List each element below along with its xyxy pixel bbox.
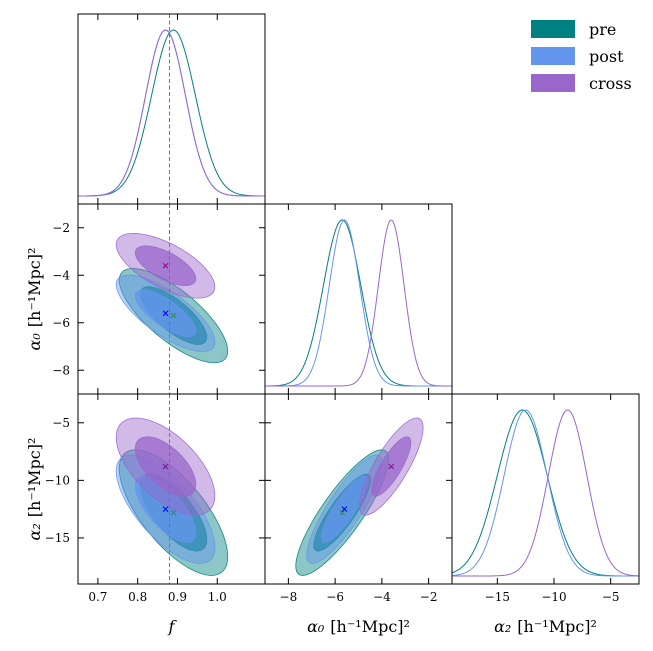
legend-swatch-pre [531, 20, 575, 38]
mean-marker-pre [339, 509, 345, 516]
x-tick-label: −8 [280, 590, 298, 604]
y-tick-label: −10 [45, 473, 70, 487]
marginal-curve-cross [265, 219, 452, 387]
panels-layer: −15 −10 −5 −8 −6 −4 −2 0.7 0.8 0.9 1.0 −15 −10 −5 −8 −6… [25, 13, 640, 636]
legend: pre post cross [531, 20, 632, 93]
panel-frame [264, 203, 453, 395]
marginal-curve-cross [452, 409, 639, 577]
y-tick-label: −5 [52, 416, 70, 430]
mean-marker-cross [388, 463, 395, 470]
marginal-a2 [452, 409, 639, 577]
mean-marker-pre [170, 509, 177, 516]
x-tick-label: −2 [420, 590, 438, 604]
y-tick-label: −15 [45, 531, 70, 545]
marginal-a0 [265, 219, 452, 387]
x-tick-label: 0.9 [168, 590, 187, 604]
marginal-curve-cross [78, 29, 265, 197]
x-tick-label: −15 [485, 590, 510, 604]
marginal-curve-post [452, 409, 639, 577]
contour-a2-vs-a0 [295, 417, 424, 576]
x-tick-label: −6 [326, 590, 344, 604]
mean-marker-cross [162, 463, 169, 470]
x-axis-label-f: f [168, 617, 178, 636]
legend-label-cross: cross [589, 74, 632, 93]
x-axis-label-a2: α₂ [h⁻¹Mpc]² [494, 617, 597, 636]
x-tick-label: 1.0 [208, 590, 227, 604]
x-tick-label: 0.7 [88, 590, 107, 604]
x-tick-label: −10 [541, 590, 566, 604]
legend-swatch-post [531, 47, 575, 65]
marginal-curve-pre [265, 219, 452, 387]
mean-marker-cross [162, 262, 169, 269]
marginal-curve-post [265, 219, 452, 387]
marginal-curve-pre [452, 409, 639, 577]
y-axis-label-a2: α₂[h⁻¹Mpc]² [25, 438, 44, 541]
mean-marker-pre [170, 312, 177, 319]
y-tick-label: −6 [52, 316, 70, 330]
x-tick-label: −5 [602, 590, 620, 604]
panel-frame [264, 393, 453, 585]
x-axis-label-a0: α₀ [h⁻¹Mpc]² [307, 617, 410, 636]
mean-marker-post [162, 310, 169, 317]
marginal-f [78, 14, 265, 204]
marginal-curve-post [78, 29, 265, 197]
contour-a2-vs-f [115, 394, 229, 584]
y-tick-label: −8 [52, 363, 70, 377]
marginal-curve-pre [78, 29, 265, 197]
legend-label-pre: pre [589, 20, 616, 39]
y-tick-label: −2 [52, 221, 70, 235]
contour-a0-vs-f [115, 204, 229, 394]
y-tick-label: −4 [52, 268, 70, 282]
x-tick-label: −4 [373, 590, 391, 604]
x-tick-label: 0.8 [128, 590, 147, 604]
mean-marker-post [341, 506, 348, 513]
y-axis-label-a0: α₀[h⁻¹Mpc]² [25, 248, 44, 351]
legend-swatch-cross [531, 74, 575, 92]
panel-frame [77, 13, 266, 205]
mean-marker-post [162, 506, 169, 513]
legend-label-post: post [589, 47, 624, 66]
